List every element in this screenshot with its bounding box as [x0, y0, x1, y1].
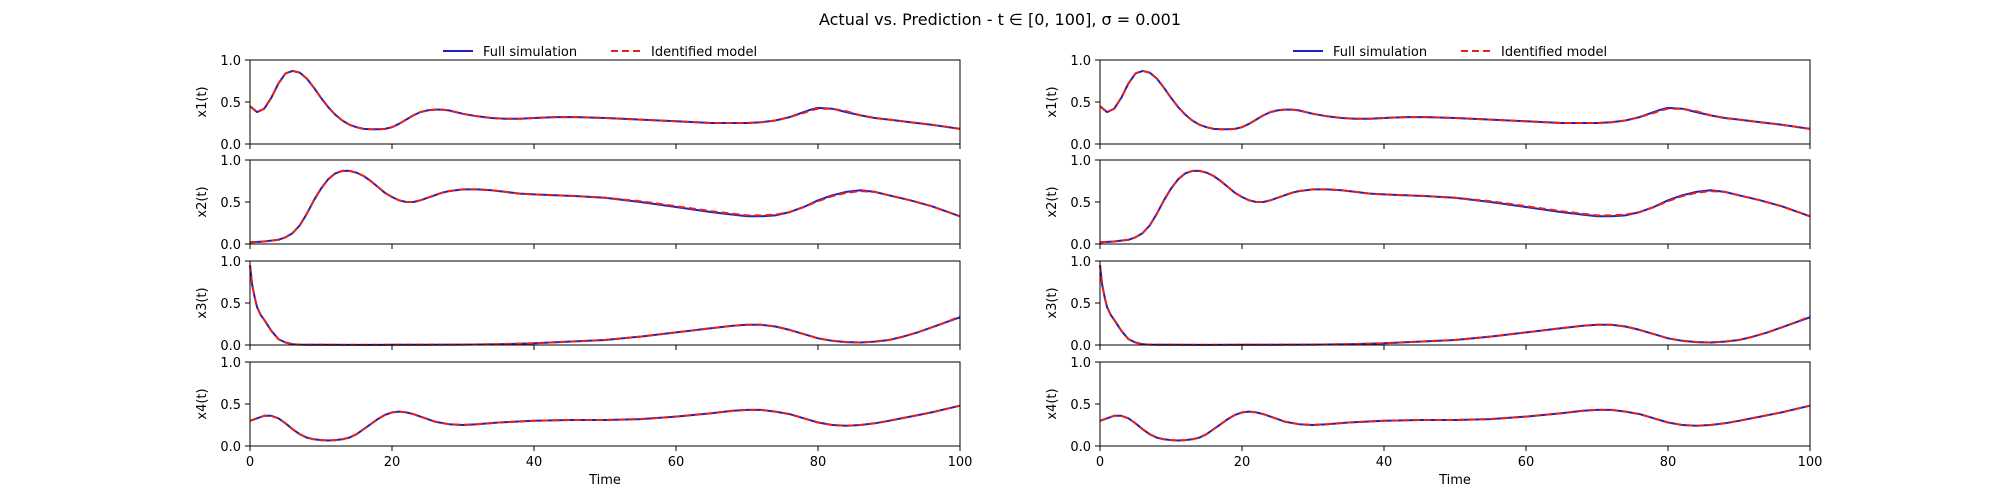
axes-right-2: 0.0 0.5 1.0 x2(t): [1045, 154, 1811, 253]
series-line-predicted: [1099, 265, 1811, 346]
y-tick-label: 0.5: [1070, 96, 1091, 111]
panel-right: Full simulation Identified model 0.0 0.5 1.0…: [1045, 45, 1822, 488]
series-line-predicted: [1099, 69, 1811, 131]
series-line-predicted: [249, 265, 961, 346]
y-axis-label: x3(t): [1045, 287, 1060, 318]
y-tick-label: 0.0: [220, 238, 241, 253]
series-line-actual: [249, 69, 961, 131]
y-tick-label: 0.5: [1070, 297, 1091, 312]
legend-left: Full simulation Identified model: [443, 45, 757, 60]
x-tick-label: 60: [668, 455, 685, 470]
axes-frame: [249, 59, 961, 145]
y-tick-label: 1.0: [220, 54, 241, 69]
x-tick-label: 20: [1234, 455, 1251, 470]
panels: Full simulation Identified model 0.0 0.5 1.0…: [195, 45, 1822, 488]
x-tick-label: 20: [384, 455, 401, 470]
series-line-predicted: [1099, 169, 1811, 244]
x-tick-label: 0: [246, 455, 254, 470]
y-tick-label: 0.0: [220, 138, 241, 153]
figure-title: Actual vs. Prediction - t ∈ [0, 100], σ …: [819, 10, 1181, 29]
y-axis-label: x1(t): [195, 86, 210, 117]
axes-left-1: 0.0 0.5 1.0 x1(t): [195, 54, 961, 153]
series-line-predicted: [249, 169, 961, 244]
series-line-actual: [1099, 169, 1811, 244]
legend-label-predicted: Identified model: [651, 45, 757, 60]
y-tick-label: 1.0: [220, 255, 241, 270]
x-tick-label: 100: [1798, 455, 1823, 470]
series-line-actual: [1099, 69, 1811, 131]
series-line-actual: [1099, 265, 1811, 346]
x-tick-label: 0: [1096, 455, 1104, 470]
y-tick-label: 0.0: [220, 339, 241, 354]
axes-right-4: 0.0 0.5 1.0 0 20 40 60 80 100 x4(t): [1045, 356, 1822, 470]
y-tick-label: 0.0: [220, 440, 241, 455]
y-axis-label: x4(t): [195, 388, 210, 419]
y-tick-label: 1.0: [1070, 356, 1091, 371]
axes-left-2: 0.0 0.5 1.0 x2(t): [195, 154, 961, 253]
series-line-predicted: [249, 69, 961, 131]
x-axis-label: Time: [1438, 473, 1471, 488]
y-axis-label: x2(t): [1045, 186, 1060, 217]
y-tick-label: 1.0: [1070, 255, 1091, 270]
y-tick-label: 1.0: [1070, 154, 1091, 169]
series-line-actual: [249, 265, 961, 346]
axes-frame: [249, 260, 961, 346]
y-tick-label: 0.5: [1070, 398, 1091, 413]
y-axis-label: x2(t): [195, 186, 210, 217]
y-tick-label: 0.0: [1070, 339, 1091, 354]
legend-label-actual: Full simulation: [483, 45, 577, 60]
y-tick-label: 0.5: [220, 398, 241, 413]
y-axis-label: x3(t): [195, 287, 210, 318]
y-tick-label: 1.0: [220, 356, 241, 371]
legend-right: Full simulation Identified model: [1293, 45, 1607, 60]
series-line-predicted: [1099, 404, 1811, 442]
x-tick-label: 100: [948, 455, 973, 470]
axes-frame: [1099, 59, 1811, 145]
axes-left-4: 0.0 0.5 1.0 0 20 40 60 80 100 x4(t): [195, 356, 972, 470]
y-tick-label: 0.5: [220, 96, 241, 111]
axes-right-3: 0.0 0.5 1.0 x3(t): [1045, 255, 1811, 354]
y-tick-label: 0.5: [220, 297, 241, 312]
x-tick-label: 40: [526, 455, 543, 470]
series-line-actual: [249, 169, 961, 244]
axes-frame: [1099, 260, 1811, 346]
y-tick-label: 0.0: [1070, 238, 1091, 253]
y-tick-label: 0.0: [1070, 440, 1091, 455]
legend-label-actual: Full simulation: [1333, 45, 1427, 60]
legend-label-predicted: Identified model: [1501, 45, 1607, 60]
y-tick-label: 1.0: [220, 154, 241, 169]
y-axis-label: x4(t): [1045, 388, 1060, 419]
series-line-predicted: [249, 404, 961, 442]
x-axis-label: Time: [588, 473, 621, 488]
panel-left: Full simulation Identified model 0.0 0.5 1.0…: [195, 45, 972, 488]
x-tick-label: 80: [810, 455, 827, 470]
y-tick-label: 0.5: [1070, 196, 1091, 211]
x-tick-label: 60: [1518, 455, 1535, 470]
y-axis-label: x1(t): [1045, 86, 1060, 117]
x-tick-label: 80: [1660, 455, 1677, 470]
axes-right-1: 0.0 0.5 1.0 x1(t): [1045, 54, 1811, 153]
y-tick-label: 1.0: [1070, 54, 1091, 69]
x-tick-label: 40: [1376, 455, 1393, 470]
axes-left-3: 0.0 0.5 1.0 x3(t): [195, 255, 961, 354]
y-tick-label: 0.5: [220, 196, 241, 211]
y-tick-label: 0.0: [1070, 138, 1091, 153]
